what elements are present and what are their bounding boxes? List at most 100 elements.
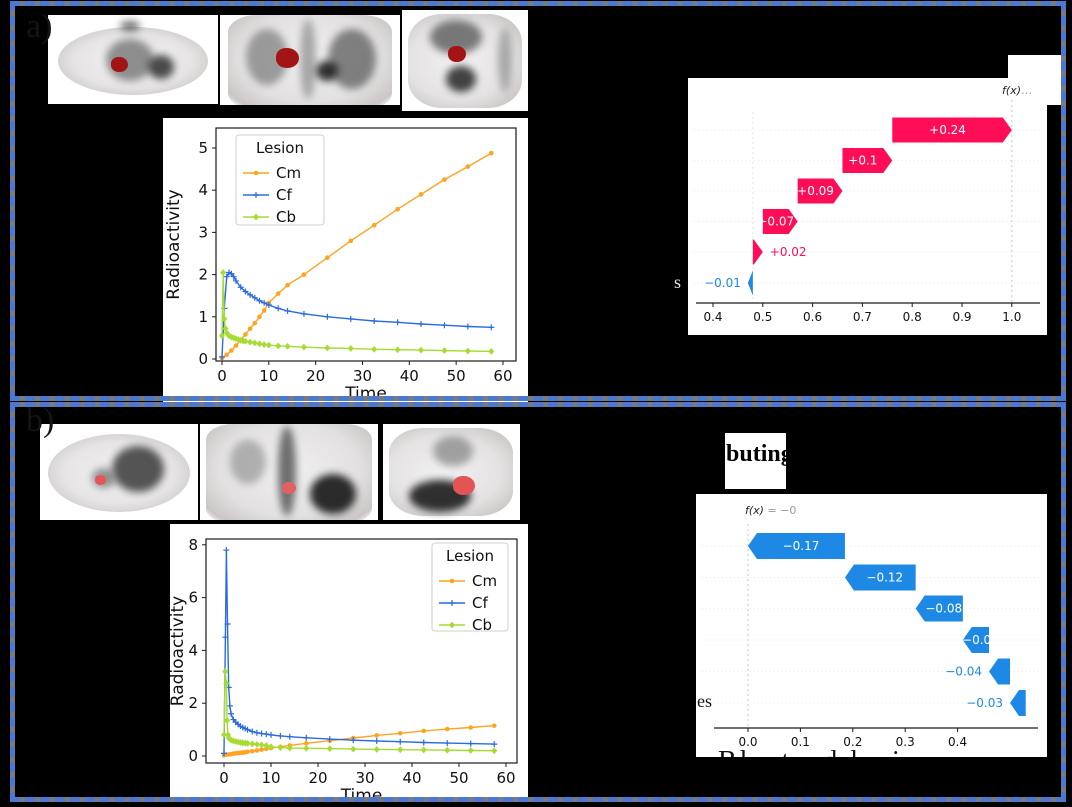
point-marker — [224, 621, 231, 627]
tac-a-svg: 0 10 20 30 40 50 60 0 1 2 3 4 5 Time Radioactivity Lesi… — [164, 127, 517, 402]
point-marker — [418, 192, 424, 197]
lung-shadow — [328, 29, 376, 89]
point-marker — [449, 578, 455, 584]
point-marker — [441, 347, 448, 354]
y-axis-label: Radioactivity — [170, 596, 188, 706]
point-marker — [275, 291, 281, 296]
tissue-shadow — [120, 21, 140, 31]
x-tick-label: 0.3 — [896, 735, 915, 749]
legend-box — [235, 134, 325, 226]
chart-legend: Lesion Cm Cf Cb — [431, 542, 509, 634]
point-marker — [442, 177, 447, 182]
point-marker — [374, 733, 380, 738]
y-tick-label: 8 — [188, 536, 198, 554]
point-marker — [222, 634, 229, 641]
point-marker — [325, 255, 330, 261]
point-marker — [223, 273, 230, 280]
point-marker — [256, 297, 263, 304]
y-tick-label: 0 — [198, 350, 208, 368]
point-marker — [249, 748, 255, 754]
point-marker — [224, 731, 231, 739]
point-marker — [228, 710, 235, 717]
point-marker — [286, 744, 293, 752]
x-tick-label: 30 — [355, 769, 374, 787]
x-tick-label: 50 — [449, 769, 468, 787]
point-marker — [222, 668, 229, 675]
point-marker — [465, 164, 471, 169]
shap-bar-label: +0.07 — [757, 215, 794, 229]
point-marker — [303, 744, 310, 752]
y-tick-label: 0 — [188, 747, 198, 765]
shap-bar — [989, 658, 1010, 685]
point-marker — [263, 731, 270, 738]
point-marker — [397, 746, 404, 754]
series-Cb — [219, 269, 495, 355]
shap-waterfall-a: +0.24 +0.1 +0.09 +0.07 +0.02 −0.01 0.4 0.5 0.6 0.… — [688, 78, 1047, 335]
point-marker — [224, 352, 229, 358]
lesion-marker — [276, 48, 299, 68]
point-marker — [261, 308, 267, 313]
point-marker — [444, 746, 451, 754]
point-marker — [253, 170, 259, 176]
y-tick-label: 2 — [198, 266, 208, 284]
x-tick-label: 10 — [261, 769, 280, 787]
point-marker — [242, 288, 249, 295]
shap-bar-label: −0.08 — [925, 602, 962, 616]
point-marker — [219, 353, 225, 360]
point-marker — [268, 743, 274, 751]
legend-box — [431, 542, 509, 632]
point-marker — [467, 740, 474, 747]
point-marker — [254, 748, 260, 753]
shap-a-svg: +0.24 +0.1 +0.09 +0.07 +0.02 −0.01 0.4 0.5 0.6 0.… — [694, 84, 1041, 324]
panel-a-label: a) — [26, 8, 53, 45]
point-marker — [300, 310, 307, 317]
spine-shadow — [300, 19, 316, 99]
x-tick-label: 0.1 — [791, 735, 810, 749]
series-line — [223, 550, 495, 754]
shap-bar — [962, 627, 990, 653]
point-marker — [244, 739, 251, 747]
x-tick-label: 0.6 — [803, 310, 822, 324]
point-marker — [491, 723, 497, 728]
point-marker — [394, 346, 401, 354]
point-marker — [251, 294, 258, 301]
point-marker — [261, 299, 268, 306]
series-Cf — [219, 269, 495, 360]
point-marker — [300, 343, 307, 351]
point-marker — [449, 621, 455, 629]
x-tick-label: 30 — [353, 367, 372, 385]
point-marker — [253, 729, 260, 736]
point-marker — [324, 344, 331, 352]
point-marker — [394, 319, 401, 326]
point-marker — [418, 320, 425, 327]
point-marker — [444, 726, 450, 732]
lesion-marker — [282, 482, 296, 494]
point-marker — [233, 343, 239, 348]
point-marker — [371, 318, 378, 325]
point-marker — [253, 740, 260, 748]
shap-bar-label: −0.04 — [945, 665, 982, 679]
x-tick-label: 0.9 — [952, 310, 971, 324]
point-marker — [491, 741, 498, 748]
point-marker — [347, 315, 354, 322]
legend-entry-label: Cm — [472, 572, 497, 590]
shap-bar-label: +0.1 — [848, 154, 877, 168]
point-marker — [371, 345, 378, 353]
lung-shadow — [230, 440, 266, 484]
y-tick-label: 2 — [188, 694, 198, 712]
point-marker — [265, 341, 272, 349]
x-tick-label: 40 — [402, 769, 421, 787]
shap-bar-label: −0.17 — [783, 539, 820, 553]
x-tick-label: 20 — [306, 367, 325, 385]
point-marker — [468, 725, 474, 730]
legend-entry-label: Cb — [276, 208, 296, 226]
point-marker — [249, 728, 256, 735]
time-activity-chart-a: 0 10 20 30 40 50 60 0 1 2 3 4 5 Time Radioactivity Lesi… — [163, 118, 528, 402]
point-marker — [268, 731, 274, 738]
point-marker — [277, 732, 284, 739]
point-marker — [464, 347, 471, 355]
point-marker — [263, 742, 270, 749]
pet-b-axial-view — [40, 424, 198, 520]
x-tick-label: 0.4 — [703, 310, 722, 324]
